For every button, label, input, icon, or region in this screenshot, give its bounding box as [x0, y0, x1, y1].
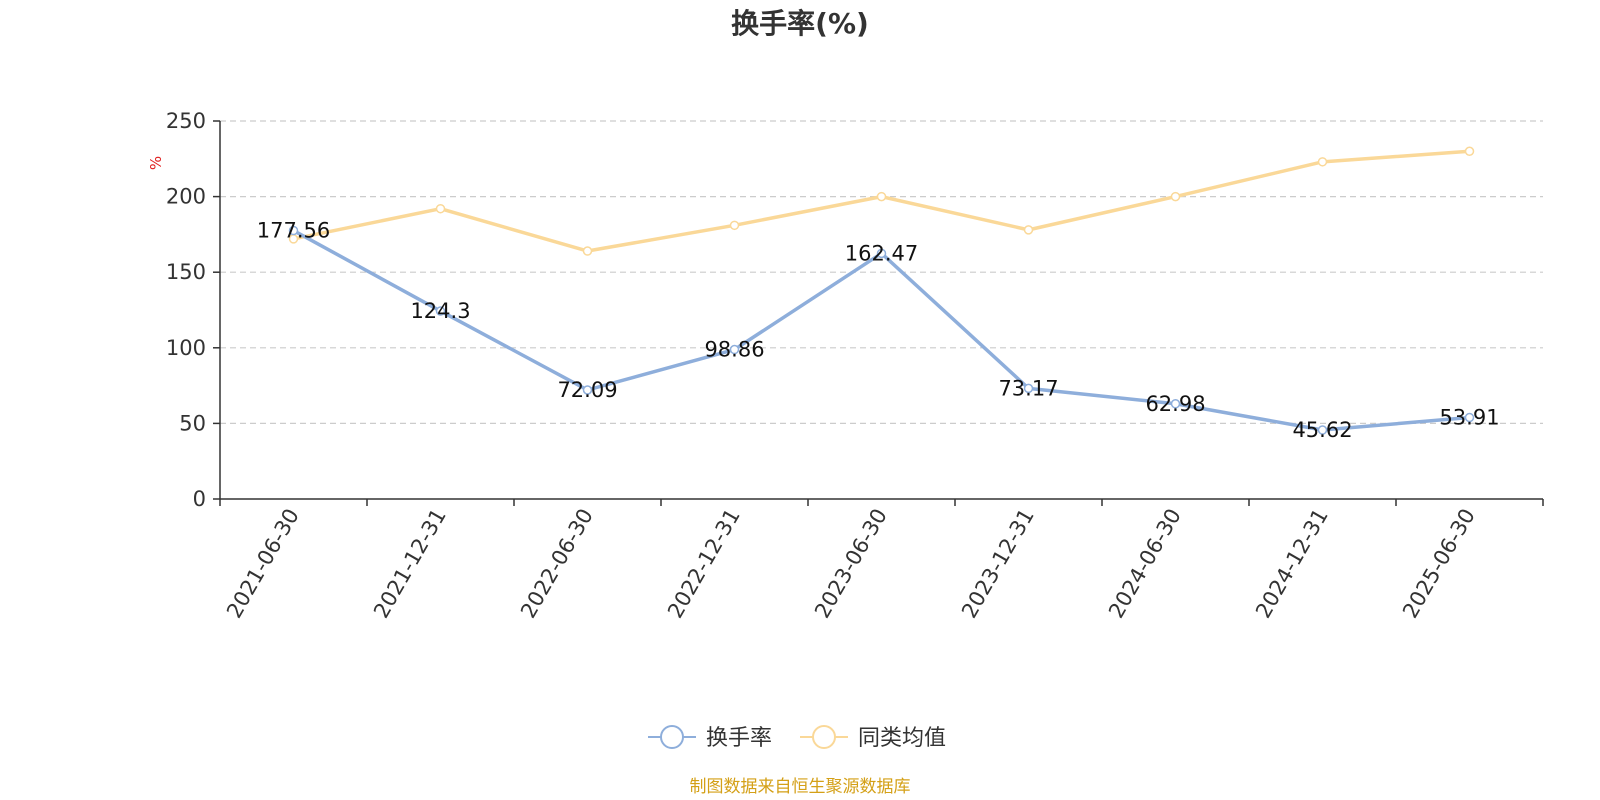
- series-1: [288, 146, 1475, 256]
- data-point: [1023, 225, 1034, 235]
- legend[interactable]: 换手率 同类均值: [648, 725, 946, 751]
- data-point: [1170, 399, 1181, 409]
- data-label: 73.17: [998, 376, 1058, 400]
- data-point: [729, 344, 740, 355]
- legend-label: 同类均值: [858, 726, 946, 751]
- y-axis-unit-label: %: [147, 156, 165, 170]
- data-point: [582, 246, 593, 256]
- y-tick-label: 150: [166, 260, 206, 284]
- data-point: [876, 248, 887, 259]
- data-point: [1317, 425, 1328, 435]
- x-tick-label: 2024-12-31: [1251, 505, 1333, 623]
- x-tick-label: 2021-12-31: [369, 505, 451, 623]
- axes: 0 50 100 150 200 250 2021-06-30 2021-12-31 2022-…: [166, 109, 1544, 623]
- data-label: 45.62: [1292, 418, 1352, 442]
- y-tick-label: 100: [166, 336, 206, 360]
- legend-item-1[interactable]: 同类均值: [800, 725, 946, 751]
- data-label: 162.47: [845, 241, 918, 265]
- data-point: [1464, 146, 1475, 156]
- legend-marker-icon: [812, 725, 836, 749]
- data-point: [1317, 157, 1328, 167]
- data-point: [435, 203, 446, 214]
- legend-label: 换手率: [706, 726, 772, 751]
- series-lines: [288, 146, 1475, 435]
- x-tick-label: 2023-12-31: [957, 505, 1039, 623]
- legend-marker-icon: [660, 725, 684, 749]
- data-point: [1170, 191, 1181, 202]
- x-tick-label: 2021-06-30: [222, 505, 304, 623]
- data-point: [1464, 412, 1475, 423]
- series-0: [288, 225, 1475, 435]
- data-label: 124.3: [410, 299, 470, 323]
- data-label: 98.86: [704, 338, 764, 362]
- data-point: [729, 220, 740, 231]
- data-label: 53.91: [1439, 405, 1499, 429]
- y-tick-label: 50: [179, 411, 206, 435]
- x-tick-label: 2025-06-30: [1398, 505, 1480, 623]
- source-note: 制图数据来自恒生聚源数据库: [690, 777, 911, 797]
- data-point: [876, 191, 887, 202]
- data-label: 62.98: [1145, 392, 1205, 416]
- x-tick-label: 2022-12-31: [663, 505, 745, 623]
- data-labels: 177.56 124.3 72.09 98.86 162.47 73.17 62.98 45.…: [257, 219, 1500, 442]
- x-tick-label: 2024-06-30: [1104, 505, 1186, 623]
- data-point: [1023, 383, 1034, 394]
- x-tick-label: 2023-06-30: [810, 505, 892, 623]
- data-point: [435, 306, 446, 316]
- data-label: 72.09: [557, 378, 617, 402]
- legend-item-0[interactable]: 换手率: [648, 725, 772, 751]
- grid-lines: [220, 120, 1543, 424]
- data-point: [582, 385, 593, 395]
- y-tick-label: 250: [166, 109, 206, 133]
- y-tick-label: 0: [193, 487, 206, 511]
- x-tick-label: 2022-06-30: [516, 505, 598, 623]
- data-point: [288, 225, 299, 236]
- y-tick-label: 200: [166, 185, 206, 209]
- chart-title: 换手率(%): [731, 7, 869, 40]
- data-label: 177.56: [257, 219, 330, 243]
